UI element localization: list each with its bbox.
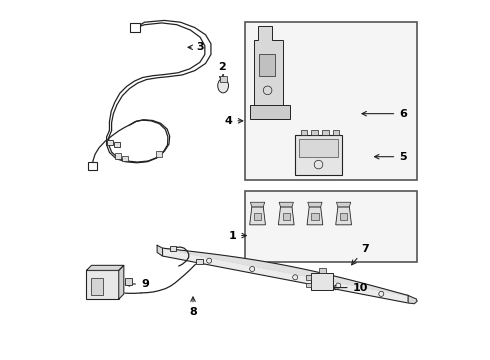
Text: 7: 7 bbox=[352, 243, 369, 265]
Polygon shape bbox=[163, 248, 408, 303]
Text: 5: 5 bbox=[374, 152, 407, 162]
Text: 3: 3 bbox=[188, 42, 204, 52]
Bar bbox=[91, 278, 103, 296]
Bar bbox=[254, 213, 261, 220]
Text: 2: 2 bbox=[218, 62, 225, 81]
Polygon shape bbox=[308, 202, 322, 207]
Bar bbox=[107, 140, 113, 145]
Bar bbox=[306, 283, 311, 287]
Bar bbox=[322, 130, 329, 135]
Bar bbox=[170, 246, 176, 251]
Bar bbox=[318, 267, 326, 273]
Bar bbox=[283, 213, 290, 220]
Bar bbox=[300, 130, 307, 135]
Text: 6: 6 bbox=[362, 109, 407, 119]
Polygon shape bbox=[157, 245, 163, 256]
Bar bbox=[114, 142, 120, 147]
Bar bbox=[220, 76, 227, 82]
Text: 4: 4 bbox=[224, 116, 243, 126]
Polygon shape bbox=[336, 207, 351, 225]
Text: 9: 9 bbox=[125, 279, 149, 289]
Polygon shape bbox=[279, 202, 294, 207]
Bar bbox=[122, 156, 128, 161]
Text: 1: 1 bbox=[228, 231, 246, 240]
Polygon shape bbox=[250, 207, 266, 225]
Bar bbox=[311, 130, 318, 135]
Polygon shape bbox=[87, 265, 124, 270]
Bar bbox=[333, 130, 339, 135]
Bar bbox=[196, 258, 203, 264]
Bar bbox=[259, 54, 275, 76]
Bar bbox=[295, 135, 342, 175]
Text: 8: 8 bbox=[189, 297, 197, 317]
Bar bbox=[88, 162, 97, 170]
Polygon shape bbox=[250, 105, 290, 119]
Bar bbox=[115, 153, 121, 159]
Ellipse shape bbox=[218, 78, 228, 93]
Polygon shape bbox=[250, 202, 265, 207]
Polygon shape bbox=[254, 26, 283, 119]
Bar bbox=[125, 278, 132, 285]
Bar bbox=[340, 213, 347, 220]
Bar bbox=[156, 151, 162, 157]
Polygon shape bbox=[408, 296, 417, 304]
Text: 10: 10 bbox=[332, 283, 368, 293]
Bar bbox=[306, 275, 311, 280]
Polygon shape bbox=[307, 207, 323, 225]
Bar bbox=[311, 273, 333, 291]
Bar bbox=[87, 270, 119, 299]
Bar bbox=[245, 22, 417, 180]
Polygon shape bbox=[337, 202, 351, 207]
Polygon shape bbox=[119, 265, 124, 299]
Bar bbox=[299, 139, 338, 157]
Bar bbox=[245, 191, 417, 262]
Bar bbox=[311, 213, 318, 220]
Bar bbox=[129, 23, 140, 32]
Polygon shape bbox=[278, 207, 294, 225]
